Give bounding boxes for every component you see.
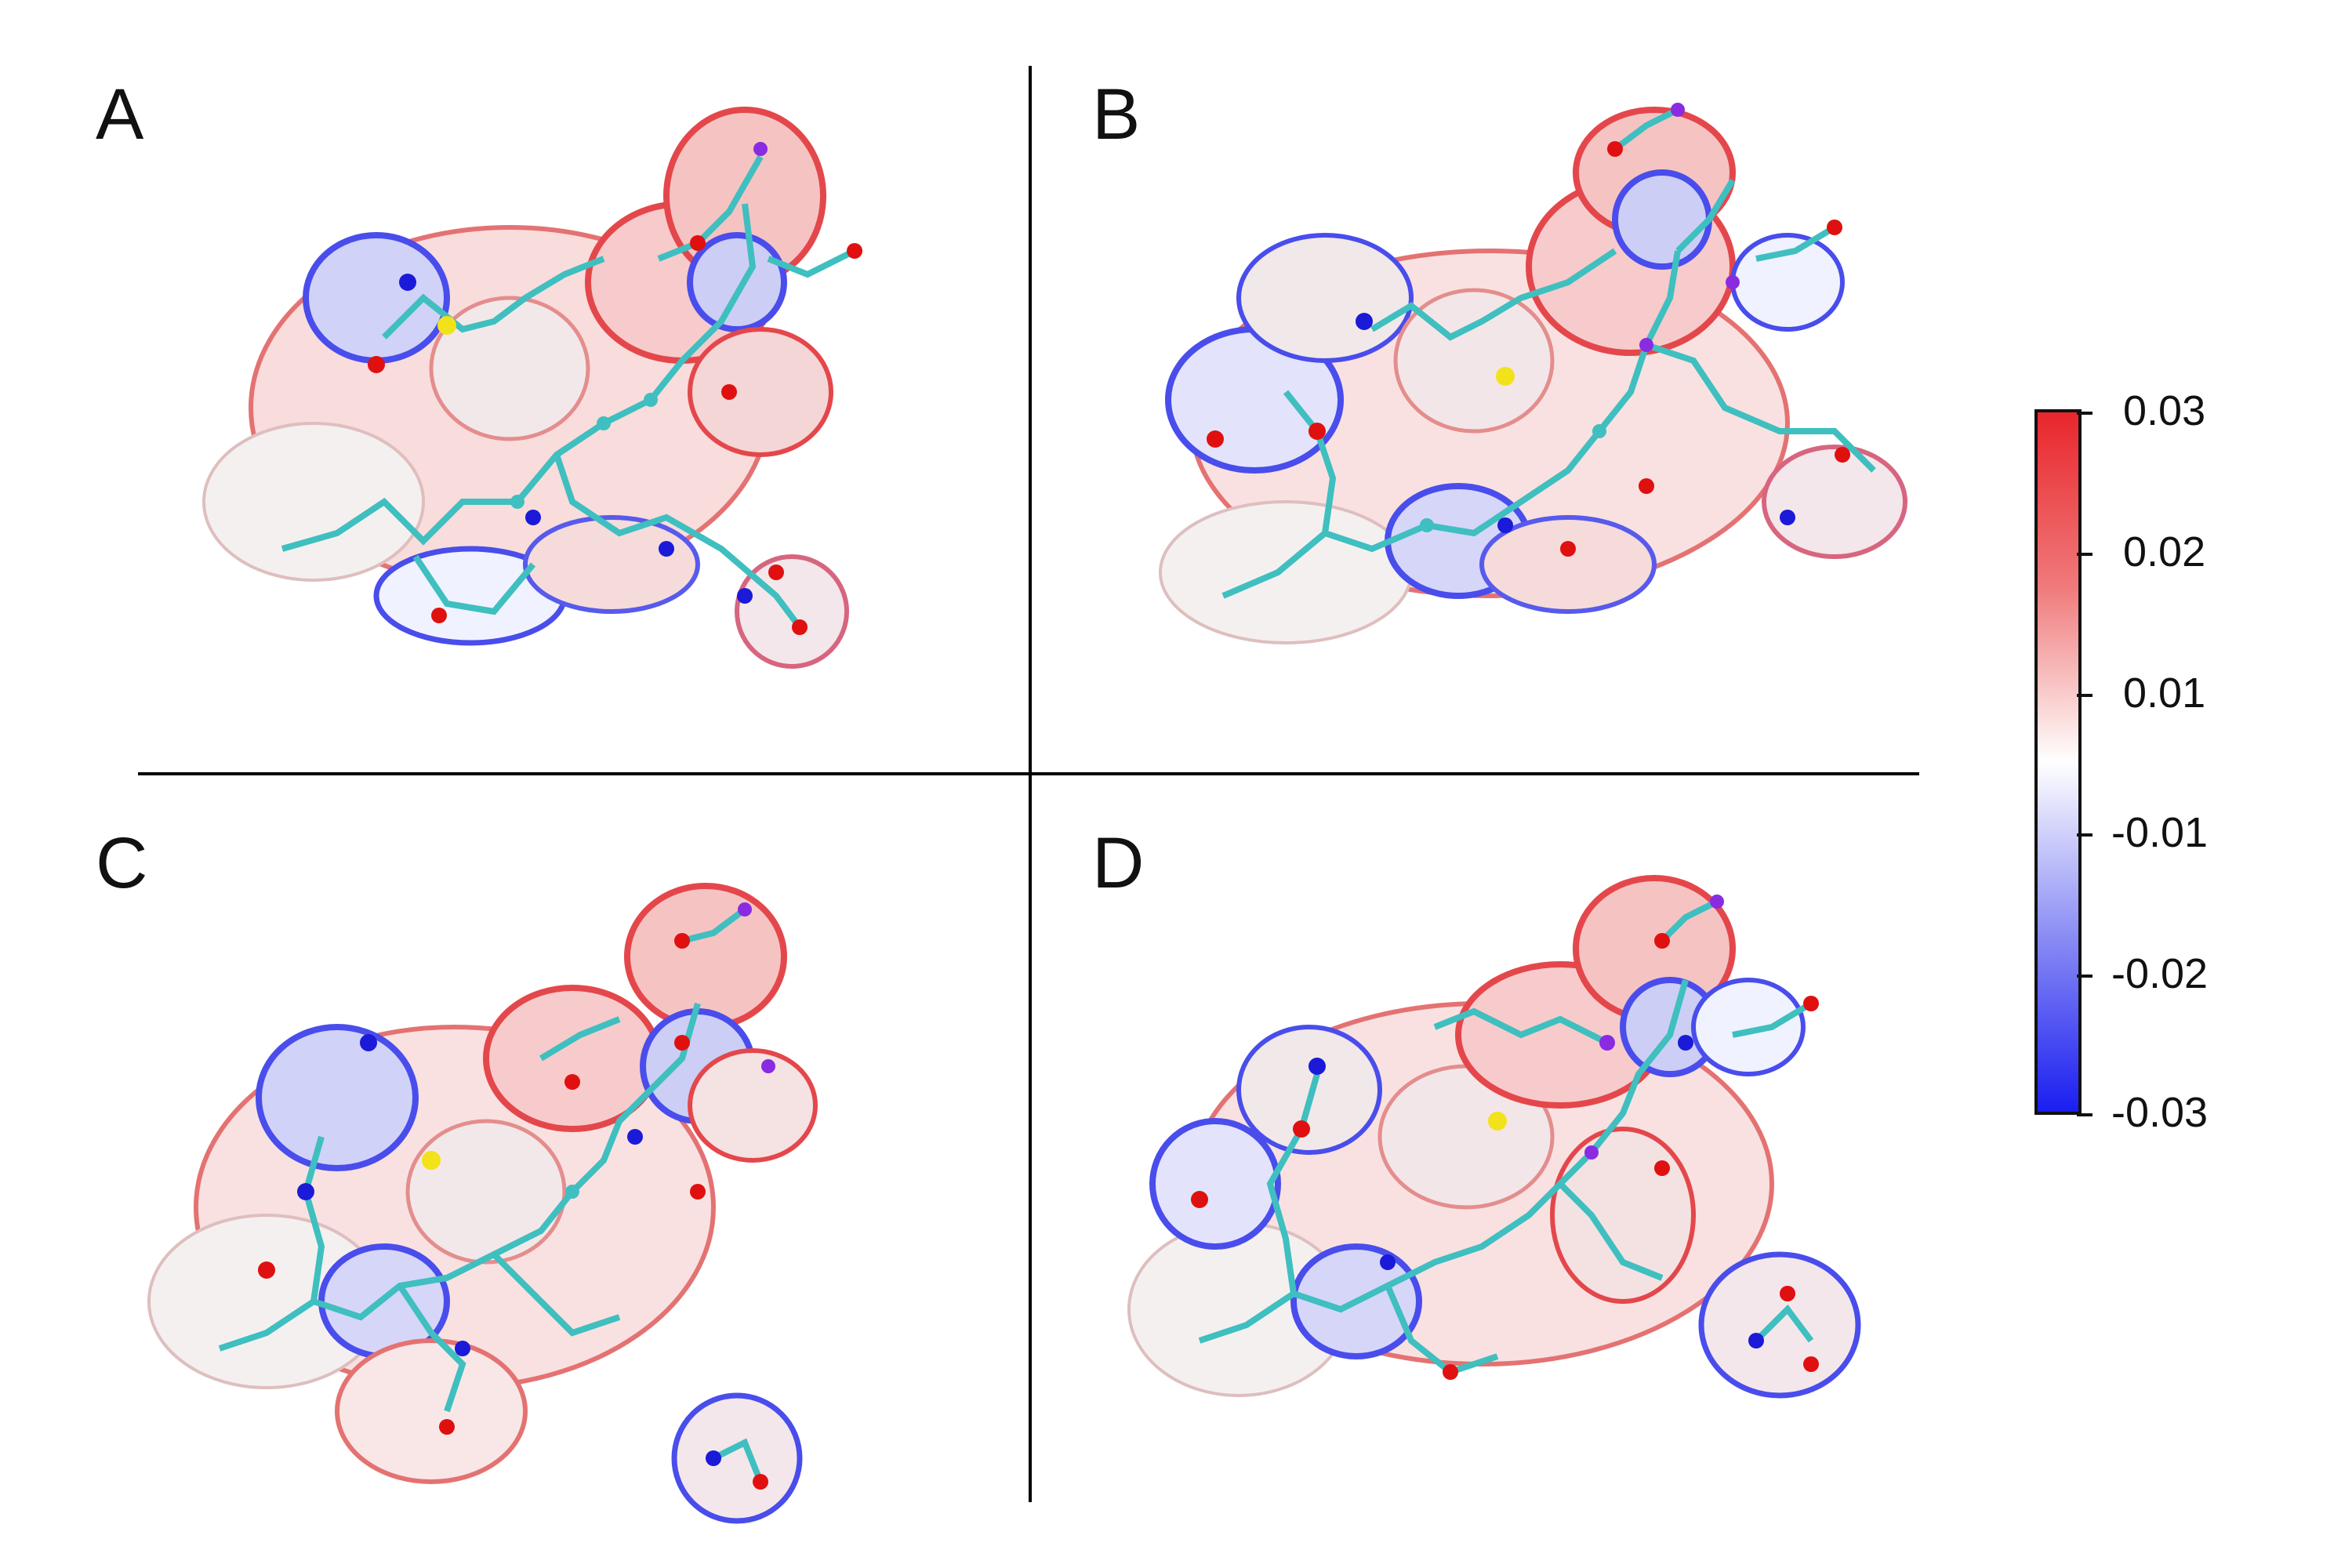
colorbar-tick-label: 0.02 [2123,528,2206,575]
molecule-surface-c [147,883,818,1524]
molecule-surface-d [1127,875,1861,1399]
colorbar-tick [2077,975,2092,978]
ball-and-stick-a [281,155,856,630]
colorbar-tick-label: -0.01 [2111,809,2209,856]
vertical-divider [1029,66,1032,1502]
electrostatic-surface-d [1127,875,1861,1399]
molecule-surface-b [1159,103,1907,644]
atoms-c [258,902,775,1490]
colorbar-tick [2077,833,2092,837]
colorbar-tick [2077,694,2092,697]
molecule-surface-a [202,107,862,669]
colorbar-tick-label: -0.02 [2111,950,2209,997]
colorbar-tick [2077,412,2092,415]
colorbar-tick-label: 0.03 [2123,387,2206,434]
ball-and-stick-c [218,906,764,1483]
panel-label-a: A [96,74,144,154]
colorbar-tick [2077,1113,2092,1116]
atoms-a [368,142,862,635]
colorbar-tick-label: -0.03 [2111,1089,2209,1136]
colorbar-tick-label: 0.01 [2123,670,2206,717]
electrostatic-surface-c [147,883,818,1524]
panel-label-d: D [1092,823,1145,903]
colorbar-tick [2077,553,2092,556]
colorbar [2034,409,2082,1115]
panel-label-b: B [1092,74,1141,154]
atoms-d [1191,895,1819,1380]
ball-and-stick-d [1198,898,1814,1376]
panel-label-c: C [96,823,148,903]
electrostatic-surface-b [1159,107,1907,644]
horizontal-divider [138,772,1919,775]
atoms-b [1207,103,1850,557]
electrostatic-surface-a [202,107,849,669]
